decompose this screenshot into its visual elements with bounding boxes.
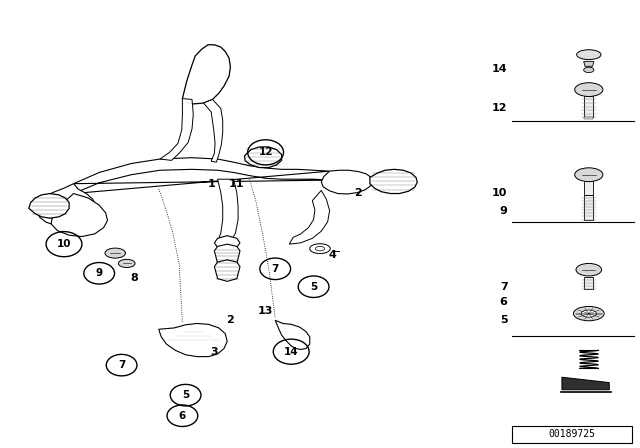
Ellipse shape	[573, 306, 604, 321]
Polygon shape	[584, 117, 593, 119]
Text: 1: 1	[207, 179, 215, 189]
Text: 7: 7	[118, 360, 125, 370]
Ellipse shape	[577, 50, 601, 60]
Text: 2: 2	[227, 315, 234, 325]
FancyBboxPatch shape	[512, 426, 632, 443]
Polygon shape	[29, 194, 69, 218]
Text: 7: 7	[500, 282, 508, 292]
Ellipse shape	[575, 83, 603, 96]
Polygon shape	[37, 184, 96, 226]
Text: 8: 8	[131, 273, 138, 283]
Text: 9: 9	[500, 206, 508, 215]
Text: 5: 5	[310, 282, 317, 292]
Polygon shape	[289, 190, 330, 244]
Text: 10: 10	[57, 239, 71, 249]
Polygon shape	[214, 244, 240, 265]
Polygon shape	[275, 320, 310, 349]
Polygon shape	[584, 277, 593, 289]
Ellipse shape	[584, 67, 594, 73]
Text: 2: 2	[355, 188, 362, 198]
Polygon shape	[584, 61, 594, 66]
Polygon shape	[584, 96, 593, 117]
Text: 9: 9	[95, 268, 103, 278]
Polygon shape	[584, 195, 593, 220]
Polygon shape	[562, 377, 609, 390]
Text: 12: 12	[492, 103, 508, 112]
Polygon shape	[321, 170, 372, 194]
Polygon shape	[74, 158, 330, 194]
Text: 14: 14	[492, 65, 508, 74]
Polygon shape	[218, 179, 238, 242]
Text: 13: 13	[258, 306, 273, 316]
Text: 6: 6	[179, 411, 186, 421]
Ellipse shape	[575, 168, 603, 181]
Text: 7: 7	[271, 264, 279, 274]
Text: 14: 14	[284, 347, 298, 357]
Text: 3: 3	[211, 347, 218, 357]
Polygon shape	[160, 99, 193, 160]
Ellipse shape	[105, 248, 125, 258]
Polygon shape	[159, 323, 227, 357]
Ellipse shape	[310, 244, 330, 254]
Text: 5: 5	[500, 315, 508, 325]
Polygon shape	[214, 236, 240, 250]
Text: 11: 11	[229, 179, 244, 189]
Text: 00189725: 00189725	[548, 429, 596, 439]
Polygon shape	[244, 147, 282, 168]
Polygon shape	[214, 260, 240, 281]
Text: 12: 12	[259, 147, 273, 157]
Polygon shape	[584, 181, 593, 195]
Polygon shape	[370, 169, 417, 194]
Text: 5: 5	[182, 390, 189, 400]
Ellipse shape	[118, 259, 135, 267]
Text: 6: 6	[500, 297, 508, 307]
Ellipse shape	[581, 310, 596, 317]
Polygon shape	[204, 99, 223, 162]
Ellipse shape	[576, 263, 602, 276]
Polygon shape	[182, 45, 230, 104]
Text: 4: 4	[329, 250, 337, 260]
Text: 10: 10	[492, 188, 508, 198]
Polygon shape	[51, 194, 108, 237]
Ellipse shape	[316, 246, 324, 251]
